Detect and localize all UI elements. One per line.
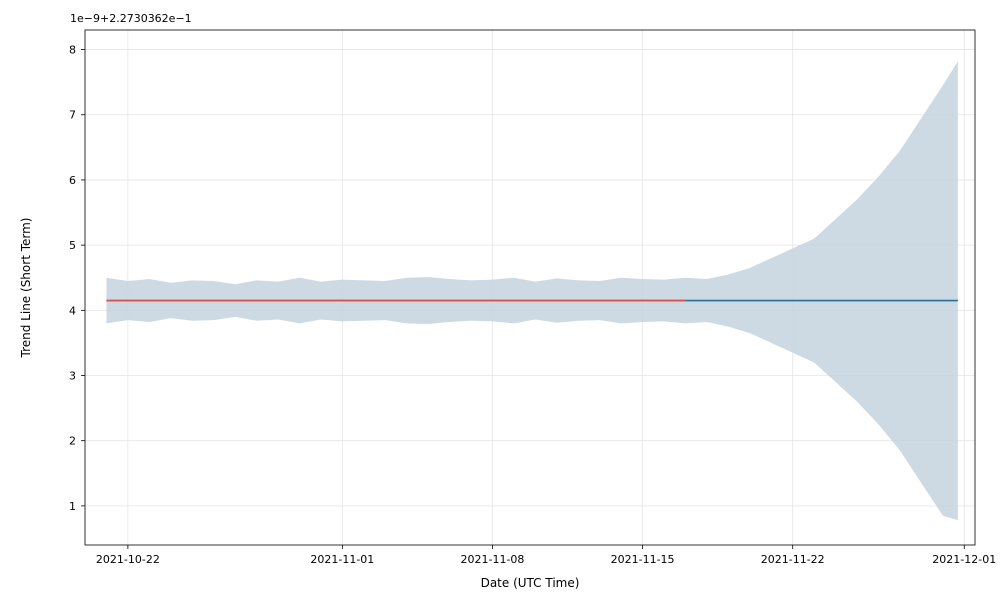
xtick-label: 2021-11-22	[761, 553, 825, 566]
ytick-label: 7	[69, 109, 76, 122]
ytick-label: 2	[69, 435, 76, 448]
xtick-label: 2021-11-01	[310, 553, 374, 566]
chart-svg: 2021-10-22 2021-11-01 2021-11-08 2021-11-15…	[0, 0, 1000, 600]
y-offset-label: 1e−9+2.2730362e−1	[70, 12, 192, 25]
ytick-label: 4	[69, 304, 76, 317]
xtick-label: 2021-10-22	[96, 553, 160, 566]
ytick-label: 5	[69, 239, 76, 252]
xtick-label: 2021-11-15	[611, 553, 675, 566]
ytick-label: 3	[69, 370, 76, 383]
xtick-label: 2021-12-01	[932, 553, 996, 566]
xlabel: Date (UTC Time)	[481, 576, 580, 590]
ytick-label: 1	[69, 500, 76, 513]
trend-chart: 2021-10-22 2021-11-01 2021-11-08 2021-11-15…	[0, 0, 1000, 600]
ytick-label: 6	[69, 174, 76, 187]
ytick-label: 8	[69, 44, 76, 57]
xtick-label: 2021-11-08	[461, 553, 525, 566]
ylabel: Trend Line (Short Term)	[19, 218, 33, 359]
confidence-band	[106, 61, 957, 520]
